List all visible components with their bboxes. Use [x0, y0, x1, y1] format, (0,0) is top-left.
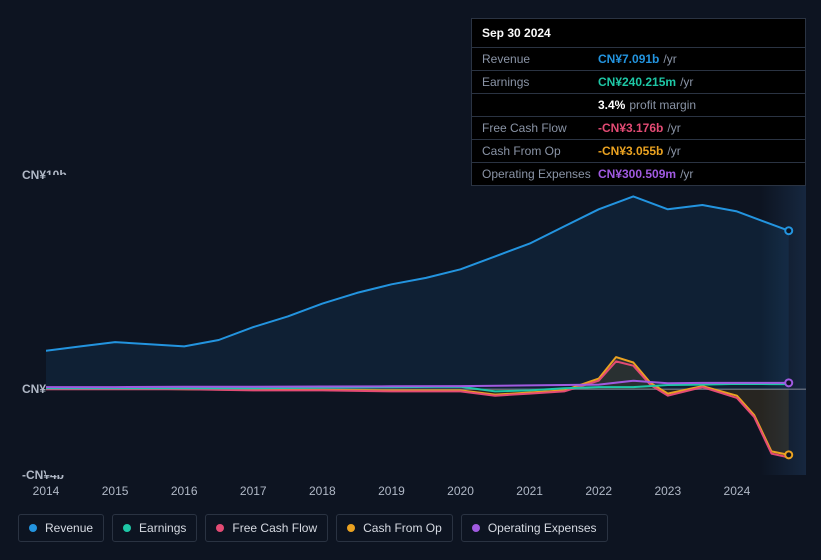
- legend-item[interactable]: Revenue: [18, 514, 104, 542]
- legend-item[interactable]: Operating Expenses: [461, 514, 608, 542]
- legend-item[interactable]: Earnings: [112, 514, 197, 542]
- tooltip-row-label: Cash From Op: [482, 144, 598, 158]
- tooltip-row-suffix: /yr: [667, 144, 680, 158]
- tooltip-row-value: CN¥300.509m: [598, 167, 676, 181]
- tooltip-row-suffix: /yr: [680, 167, 693, 181]
- tooltip-row-value: -CN¥3.176b: [598, 121, 663, 135]
- x-axis-label: 2024: [724, 484, 751, 498]
- x-axis-label: 2023: [654, 484, 681, 498]
- chart-tooltip: Sep 30 2024 RevenueCN¥7.091b/yrEarningsC…: [471, 18, 806, 186]
- legend-dot-icon: [472, 524, 480, 532]
- tooltip-row-value: CN¥240.215m: [598, 75, 676, 89]
- tooltip-row-value: 3.4%: [598, 98, 625, 112]
- tooltip-row-label: Operating Expenses: [482, 167, 598, 181]
- tooltip-row-label: Earnings: [482, 75, 598, 89]
- legend-label: Operating Expenses: [488, 521, 597, 535]
- tooltip-row-suffix: /yr: [663, 52, 676, 66]
- legend-dot-icon: [29, 524, 37, 532]
- tooltip-row-label: [482, 98, 598, 112]
- legend-dot-icon: [216, 524, 224, 532]
- legend-item[interactable]: Cash From Op: [336, 514, 453, 542]
- chart-legend: Revenue Earnings Free Cash Flow Cash From O…: [18, 514, 608, 542]
- tooltip-row: EarningsCN¥240.215m/yr: [472, 70, 805, 93]
- tooltip-row: RevenueCN¥7.091b/yr: [472, 47, 805, 70]
- x-axis-label: 2017: [240, 484, 267, 498]
- x-axis-label: 2016: [171, 484, 198, 498]
- tooltip-row: 3.4% profit margin: [472, 93, 805, 116]
- legend-label: Free Cash Flow: [232, 521, 317, 535]
- x-axis-label: 2020: [447, 484, 474, 498]
- tooltip-row-value: CN¥7.091b: [598, 52, 659, 66]
- x-axis-label: 2021: [516, 484, 543, 498]
- tooltip-row-suffix: profit margin: [629, 98, 696, 112]
- x-axis-label: 2018: [309, 484, 336, 498]
- tooltip-row-value: -CN¥3.055b: [598, 144, 663, 158]
- chart-plot[interactable]: [46, 175, 806, 475]
- x-axis-label: 2019: [378, 484, 405, 498]
- tooltip-header: Sep 30 2024: [472, 19, 805, 47]
- legend-dot-icon: [123, 524, 131, 532]
- tooltip-row-suffix: /yr: [680, 75, 693, 89]
- x-axis-labels: 2014201520162017201820192020202120222023…: [46, 484, 806, 500]
- tooltip-row: Operating ExpensesCN¥300.509m/yr: [472, 162, 805, 185]
- x-axis-label: 2015: [102, 484, 129, 498]
- legend-dot-icon: [347, 524, 355, 532]
- tooltip-row-label: Revenue: [482, 52, 598, 66]
- chart-area: CN¥10bCN¥0-CN¥4b 20142015201620172018201…: [16, 155, 806, 500]
- legend-label: Revenue: [45, 521, 93, 535]
- tooltip-row-label: Free Cash Flow: [482, 121, 598, 135]
- tooltip-row: Free Cash Flow-CN¥3.176b/yr: [472, 116, 805, 139]
- tooltip-row-suffix: /yr: [667, 121, 680, 135]
- x-axis-label: 2014: [33, 484, 60, 498]
- legend-label: Earnings: [139, 521, 186, 535]
- tooltip-row: Cash From Op-CN¥3.055b/yr: [472, 139, 805, 162]
- legend-label: Cash From Op: [363, 521, 442, 535]
- x-axis-label: 2022: [585, 484, 612, 498]
- legend-item[interactable]: Free Cash Flow: [205, 514, 328, 542]
